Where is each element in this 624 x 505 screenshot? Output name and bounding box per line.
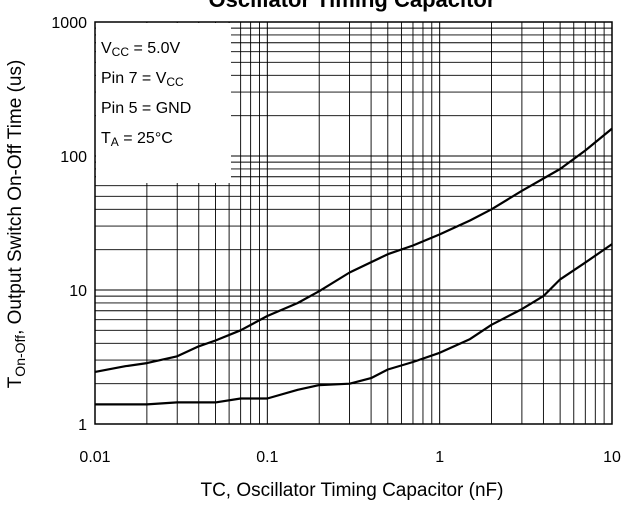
annotation-main: V — [101, 40, 112, 57]
annotation-rest: = 5.0V — [129, 40, 180, 57]
y-tick-label: 10 — [69, 283, 87, 300]
y-tick-label: 100 — [60, 149, 87, 166]
series-line-2 — [95, 243, 613, 406]
annotation-line-2: Pin 7 = VCC — [101, 70, 184, 89]
annotation-sub: A — [111, 135, 119, 149]
annotation-sub: CC — [112, 45, 130, 59]
annotation-main: Pin 7 = V — [101, 70, 167, 87]
x-tick-label: 0.01 — [79, 449, 110, 466]
y-axis-label-sub: On-Off — [12, 335, 28, 377]
annotation-sub: CC — [166, 75, 184, 89]
plot-frame — [94, 21, 613, 425]
y-tick-label: 1 — [78, 417, 87, 434]
x-tick-label: 1 — [435, 449, 444, 466]
tick-labels: 0.01 0.1 1 10 1 10 100 1000 — [51, 15, 621, 466]
series-line-1 — [94, 127, 613, 373]
series-layer — [94, 127, 613, 406]
chart-title: Oscillator Timing Capacitor — [209, 0, 496, 12]
x-tick-label: 10 — [603, 449, 621, 466]
y-axis-label-rest: , Output Switch On-Off Time (us) — [5, 60, 26, 335]
x-axis-label: TC, Oscillator Timing Capacitor (nF) — [200, 480, 503, 501]
annotation-line-1: VCC = 5.0V — [101, 40, 180, 59]
annotation-main: T — [101, 130, 111, 147]
annotation-rest: = 25°C — [119, 130, 173, 147]
y-axis-label: TOn-Off, Output Switch On-Off Time (us) — [5, 60, 28, 389]
annotation-line-4: TA = 25°C — [101, 130, 173, 149]
x-tick-label: 0.1 — [256, 449, 278, 466]
y-tick-label: 1000 — [51, 15, 87, 32]
annotation-line-3: Pin 5 = GND — [101, 100, 191, 117]
annotation-main: Pin 5 = GND — [101, 100, 191, 117]
y-axis-label-main: T — [5, 376, 26, 388]
annotation-box-background — [96, 23, 231, 183]
